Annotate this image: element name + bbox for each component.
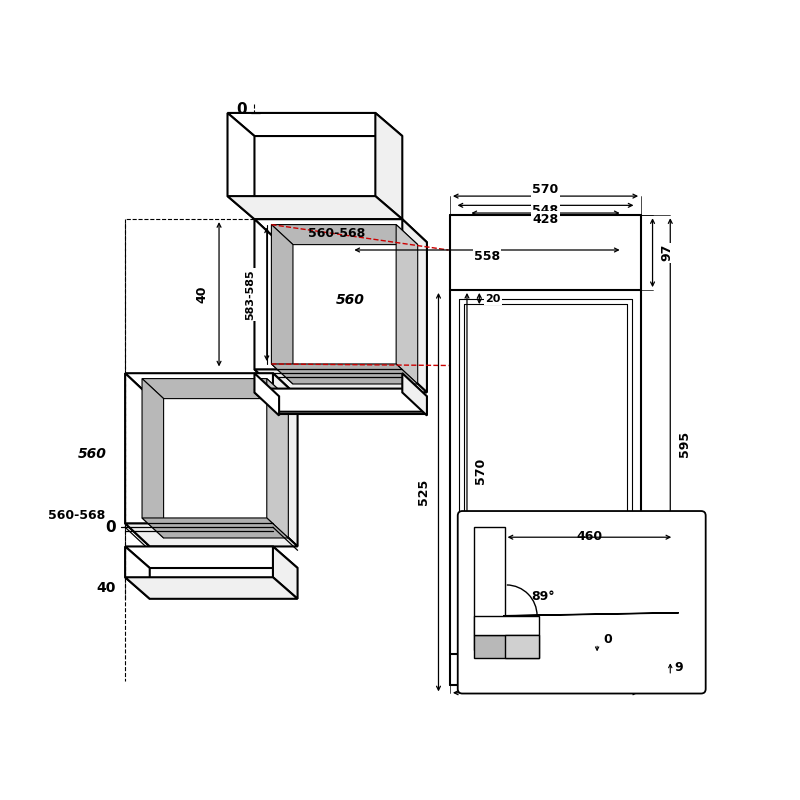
Polygon shape xyxy=(254,373,279,415)
Polygon shape xyxy=(396,225,418,384)
Text: 595: 595 xyxy=(678,431,690,458)
Circle shape xyxy=(479,658,486,663)
Polygon shape xyxy=(142,378,163,538)
Polygon shape xyxy=(125,546,150,599)
Text: 9: 9 xyxy=(674,661,682,674)
Text: 0: 0 xyxy=(236,102,246,118)
Polygon shape xyxy=(254,389,427,412)
Polygon shape xyxy=(125,373,298,396)
Text: 570: 570 xyxy=(532,183,558,197)
Polygon shape xyxy=(271,225,293,384)
Text: 558: 558 xyxy=(474,250,500,262)
Polygon shape xyxy=(125,373,150,546)
Polygon shape xyxy=(505,635,539,658)
Polygon shape xyxy=(125,523,298,546)
Text: 428: 428 xyxy=(533,213,558,226)
Polygon shape xyxy=(142,378,288,398)
Text: 460: 460 xyxy=(576,530,602,543)
Polygon shape xyxy=(227,113,402,136)
Text: 0: 0 xyxy=(106,520,116,534)
Polygon shape xyxy=(402,373,427,415)
Polygon shape xyxy=(266,378,288,538)
Text: 560-568: 560-568 xyxy=(48,509,106,522)
Polygon shape xyxy=(227,113,254,219)
Text: 40: 40 xyxy=(97,581,116,595)
Text: 5: 5 xyxy=(492,638,501,651)
Polygon shape xyxy=(474,616,539,635)
Text: 595: 595 xyxy=(533,680,558,693)
Polygon shape xyxy=(503,613,678,616)
Polygon shape xyxy=(273,546,298,599)
Polygon shape xyxy=(227,196,402,219)
Text: 560: 560 xyxy=(78,447,106,461)
Text: 20: 20 xyxy=(486,658,501,668)
Polygon shape xyxy=(254,393,427,414)
Polygon shape xyxy=(402,219,427,393)
Polygon shape xyxy=(125,578,298,599)
Text: 89°: 89° xyxy=(531,590,554,603)
Text: 570: 570 xyxy=(474,458,487,484)
Polygon shape xyxy=(474,635,539,658)
Polygon shape xyxy=(125,546,298,568)
FancyBboxPatch shape xyxy=(458,511,706,694)
Polygon shape xyxy=(375,113,402,219)
Polygon shape xyxy=(142,518,288,538)
Text: 560-568: 560-568 xyxy=(308,226,366,239)
Polygon shape xyxy=(254,219,427,242)
Text: 20: 20 xyxy=(486,294,501,303)
Polygon shape xyxy=(271,225,418,245)
Text: 560: 560 xyxy=(335,293,364,307)
Circle shape xyxy=(481,643,484,646)
Text: 0: 0 xyxy=(603,633,612,646)
Polygon shape xyxy=(273,373,298,546)
Text: 97: 97 xyxy=(660,244,673,262)
Polygon shape xyxy=(474,527,505,650)
Text: 525: 525 xyxy=(417,479,430,506)
Text: 40: 40 xyxy=(196,286,209,303)
Polygon shape xyxy=(254,219,279,393)
Text: 583-585: 583-585 xyxy=(245,269,255,319)
Text: 548: 548 xyxy=(533,204,558,218)
Polygon shape xyxy=(254,370,427,393)
Polygon shape xyxy=(271,364,418,384)
